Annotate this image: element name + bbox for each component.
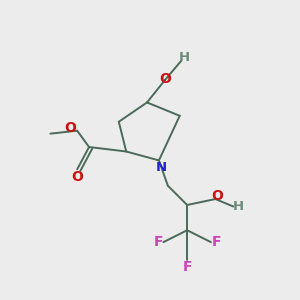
Text: N: N [156, 161, 167, 174]
Text: F: F [182, 260, 192, 274]
Text: O: O [212, 189, 224, 203]
Text: O: O [65, 121, 76, 135]
Text: F: F [212, 235, 221, 249]
Text: O: O [159, 72, 171, 86]
Text: H: H [178, 51, 190, 64]
Text: H: H [233, 200, 244, 213]
Text: F: F [153, 235, 163, 249]
Text: O: O [71, 170, 83, 184]
